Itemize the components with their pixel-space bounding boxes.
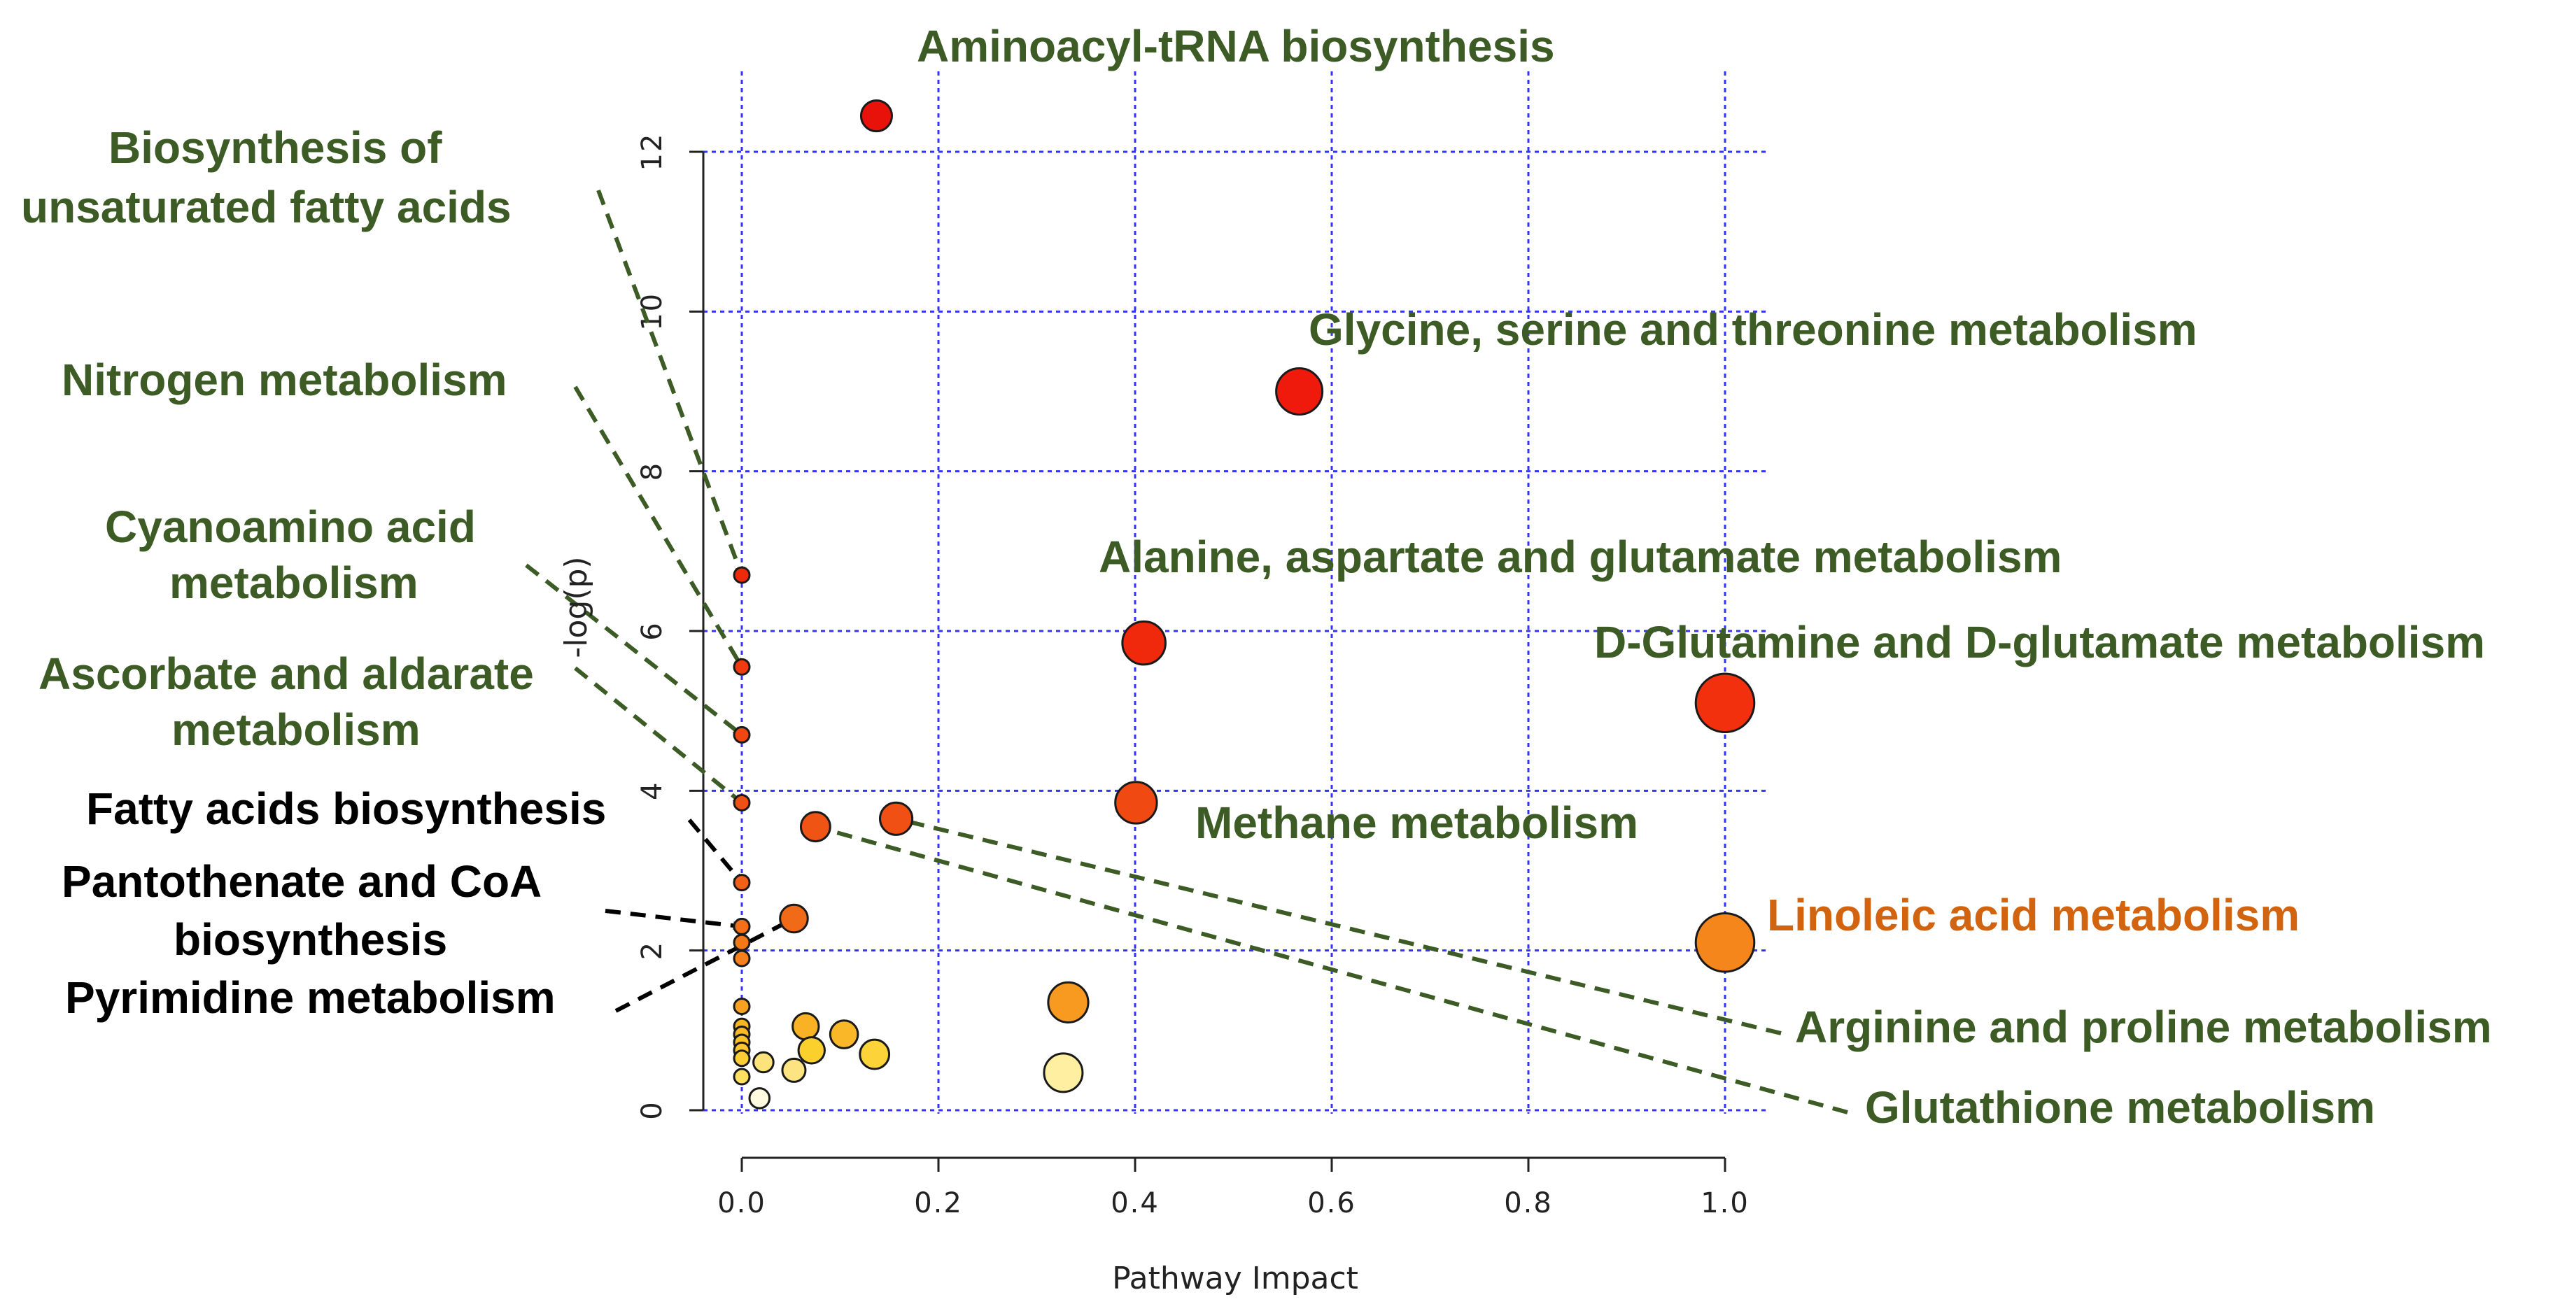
annotation-label: metabolism — [171, 704, 421, 755]
annotation-label: Linoleic acid metabolism — [1767, 890, 2300, 940]
annotation-label: Pyrimidine metabolism — [65, 972, 556, 1023]
leader-line — [574, 666, 743, 805]
data-point — [733, 1049, 751, 1068]
data-point — [797, 1036, 826, 1065]
data-point — [779, 903, 809, 934]
leader-lines — [525, 189, 1848, 1114]
x-tick-label: 0.8 — [1504, 1187, 1553, 1219]
annotation-label: Alanine, aspartate and glutamate metabol… — [1099, 532, 2062, 582]
x-tick-label: 0.6 — [1307, 1187, 1356, 1219]
annotation-label: Cyanoamino acid — [105, 502, 476, 552]
data-points — [733, 99, 1756, 1110]
annotation-label: Nitrogen metabolism — [62, 355, 507, 405]
y-tick-label: 2 — [636, 941, 668, 960]
leader-line — [525, 563, 743, 737]
data-point — [733, 917, 751, 935]
data-point — [859, 1038, 891, 1070]
annotations: Aminoacyl-tRNA biosynthesis Glycine, seri… — [21, 21, 2492, 1133]
annotation-label: Methane metabolism — [1195, 798, 1638, 848]
data-point — [733, 874, 751, 892]
data-point — [1121, 620, 1167, 666]
leader-line — [687, 819, 744, 884]
x-tick-label: 1.0 — [1701, 1187, 1750, 1219]
data-point — [733, 933, 751, 951]
y-axis-title: -log(p) — [558, 556, 594, 658]
y-tick-label: 10 — [636, 292, 668, 331]
annotation-label: Glutathione metabolism — [1865, 1082, 2375, 1133]
x-tick-label: 0.4 — [1111, 1187, 1160, 1219]
leader-line — [605, 909, 742, 930]
data-point — [1047, 981, 1090, 1023]
data-point — [1043, 1052, 1084, 1093]
data-point — [781, 1057, 807, 1083]
annotation-label: biosynthesis — [174, 914, 447, 965]
y-tick-label: 8 — [636, 462, 668, 481]
data-point — [748, 1087, 771, 1110]
data-point — [733, 998, 751, 1016]
y-tick-label: 6 — [636, 621, 668, 640]
annotation-label: Ascorbate and aldarate — [38, 649, 534, 699]
annotation-label: Fatty acids biosynthesis — [86, 784, 606, 834]
leader-line — [614, 916, 795, 1013]
axes: 0 2 4 6 8 10 12 0.0 0.2 0.4 0.6 0.8 1.0 — [636, 133, 1750, 1219]
leader-line — [895, 816, 1782, 1035]
data-point — [733, 566, 751, 584]
data-point — [733, 1068, 751, 1086]
data-point — [799, 811, 831, 843]
data-point — [752, 1051, 775, 1074]
data-point — [878, 801, 914, 836]
annotation-label: D-Glutamine and D-glutamate metabolism — [1594, 617, 2485, 667]
grid-lines — [703, 71, 1767, 1114]
x-tick-label: 0.0 — [717, 1187, 766, 1219]
data-point — [829, 1019, 859, 1049]
y-tick-label: 0 — [636, 1100, 668, 1119]
annotation-label: Arginine and proline metabolism — [1795, 1002, 2492, 1052]
annotation-label: metabolism — [169, 558, 418, 608]
data-point — [733, 725, 751, 744]
data-point — [1275, 367, 1324, 416]
y-tick-label: 12 — [636, 133, 668, 171]
y-tick-label: 4 — [636, 781, 668, 800]
annotation-label: Glycine, serine and threonine metabolism — [1309, 304, 2197, 355]
data-point — [791, 1012, 820, 1041]
data-point — [859, 99, 893, 133]
data-point — [1114, 781, 1158, 825]
data-point — [733, 658, 751, 676]
data-point — [733, 793, 751, 812]
leader-line — [573, 385, 744, 668]
leader-line — [815, 824, 1848, 1114]
data-point — [1694, 912, 1756, 973]
annotation-label: unsaturated fatty acids — [21, 182, 512, 232]
x-tick-label: 0.2 — [914, 1187, 963, 1219]
annotation-label: Aminoacyl-tRNA biosynthesis — [917, 21, 1555, 71]
leader-line — [596, 189, 744, 576]
annotation-label: Pantothenate and CoA — [62, 856, 542, 907]
x-axis-title: Pathway Impact — [1112, 1261, 1358, 1296]
data-point — [733, 949, 751, 968]
data-point — [1694, 672, 1756, 734]
annotation-label: Biosynthesis of — [108, 122, 442, 173]
